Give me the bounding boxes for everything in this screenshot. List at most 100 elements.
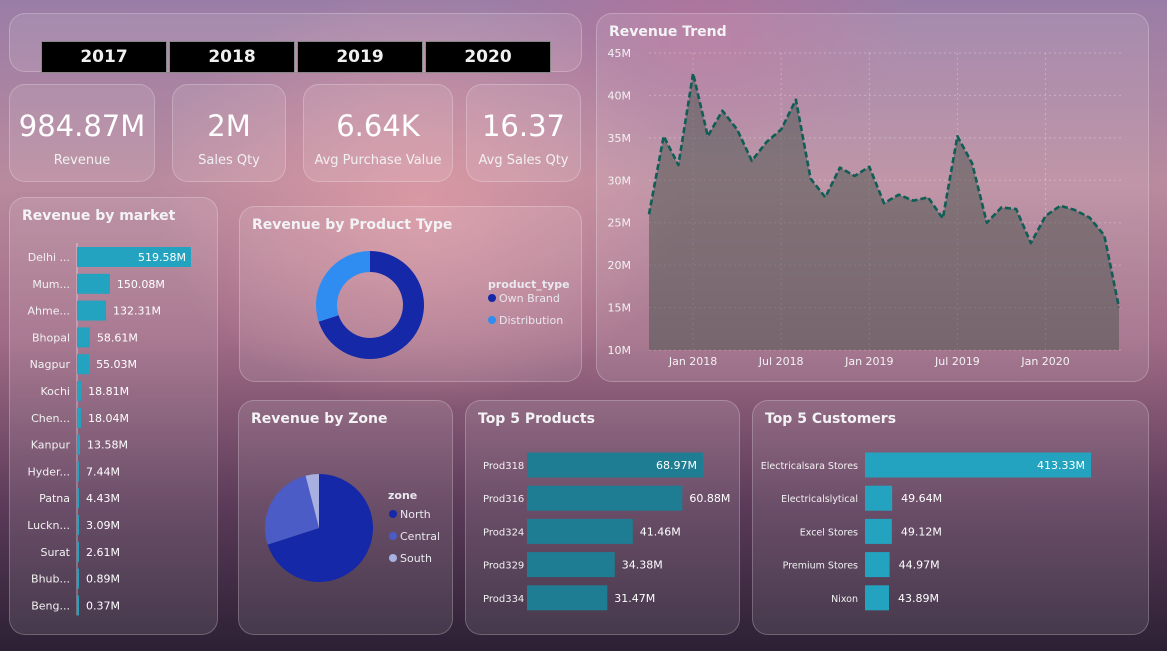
category-label: Electricalslytical — [781, 494, 858, 505]
category-label: Delhi ... — [28, 251, 70, 264]
kpi-value: 16.37 — [481, 109, 566, 143]
series-line — [647, 72, 1121, 308]
bar — [527, 585, 608, 611]
kpi-label: Avg Purchase Value — [314, 153, 442, 168]
chart-title: Revenue by Product Type — [252, 217, 453, 233]
data-label: 3.09M — [86, 519, 120, 532]
bar — [527, 552, 615, 578]
data-label: 60.88M — [689, 492, 730, 505]
category-label: Prod329 — [483, 561, 524, 572]
data-label: 49.64M — [901, 492, 942, 505]
y-tick-label: 45M — [608, 47, 632, 60]
data-label: 58.61M — [97, 331, 138, 344]
category-label: Kanpur — [31, 439, 71, 452]
kpi-label: Avg Sales Qty — [478, 153, 569, 168]
category-label: Prod318 — [483, 461, 524, 472]
data-label: 4.43M — [86, 492, 120, 505]
year-slicer-2017[interactable]: 2017 — [41, 41, 167, 73]
data-label: 18.04M — [88, 412, 129, 425]
y-tick-label: 35M — [608, 132, 632, 145]
x-tick-label: Jan 2018 — [668, 355, 717, 368]
bar — [77, 595, 79, 616]
data-label: 13.58M — [87, 439, 128, 452]
bar — [77, 300, 107, 321]
zone-pie-chart: zone North Central South — [265, 474, 440, 582]
revenue-trend-chart: 10M 15M 20M 25M 30M 35M 40M 45M Jan 2018 Jul 2018… — [608, 47, 1123, 368]
kpi-value: 984.87M — [18, 109, 146, 143]
bar — [865, 585, 889, 611]
legend-marker — [389, 510, 397, 518]
top-5-customers-card: Top 5 Customers Electricalsara Stores 413… — [752, 400, 1149, 635]
chart-title: Top 5 Products — [478, 411, 595, 427]
legend-marker — [389, 532, 397, 540]
legend-marker — [488, 316, 496, 324]
bar — [865, 518, 892, 544]
category-label: Beng... — [31, 599, 70, 612]
pie-slice — [265, 475, 319, 545]
data-label: 7.44M — [86, 465, 120, 478]
category-label: Excel Stores — [800, 527, 858, 538]
legend-marker — [389, 554, 397, 562]
data-label: 0.89M — [86, 573, 120, 586]
year-slicer-2018[interactable]: 2018 — [169, 41, 295, 73]
x-tick-label: Jul 2018 — [758, 355, 804, 368]
legend-title: zone — [388, 489, 417, 502]
category-label: Electricalsara Stores — [761, 461, 858, 472]
legend-label: Own Brand — [499, 292, 560, 305]
kpi-avg-sales-qty-card: 16.37 Avg Sales Qty — [466, 84, 581, 182]
donut-slice — [316, 251, 370, 322]
data-label: 44.97M — [899, 559, 940, 572]
year-slicer-2020[interactable]: 2020 — [425, 41, 551, 73]
y-tick-label: 15M — [608, 302, 632, 315]
category-label: Premium Stores — [783, 561, 858, 572]
bar — [77, 515, 79, 535]
top-customers-chart: Electricalsara Stores 413.33M Electricalsl… — [761, 452, 1091, 611]
bar — [865, 485, 893, 511]
bar — [77, 407, 81, 428]
category-label: Ahme... — [28, 305, 70, 318]
kpi-value: 6.64K — [336, 109, 420, 143]
kpi-label: Sales Qty — [198, 153, 260, 168]
category-label: Surat — [40, 546, 70, 559]
revenue-trend-card: Revenue Trend 10M 15M 20M 25M 30M 35M 40M 45M Ja… — [596, 13, 1149, 382]
category-label: Chen... — [31, 412, 70, 425]
data-label: 41.46M — [640, 525, 681, 538]
bar — [77, 381, 82, 401]
donut-slice — [318, 251, 424, 359]
category-label: Prod334 — [483, 594, 524, 605]
y-tick-label: 10M — [608, 344, 632, 357]
bar — [77, 434, 80, 455]
category-label: Nixon — [831, 594, 858, 605]
bar — [77, 488, 79, 509]
revenue-by-zone-card: Revenue by Zone zone North Central South — [238, 400, 453, 635]
data-label: 150.08M — [117, 278, 165, 291]
revenue-by-product-type-card: Revenue by Product Type product_type Own … — [239, 206, 582, 382]
y-tick-label: 30M — [608, 174, 632, 187]
bar — [77, 461, 79, 482]
bar — [77, 327, 90, 348]
revenue-by-market-chart: Delhi ... 519.58M Mum... 150.08M Ahme... 132.… — [27, 243, 191, 616]
category-label: Prod324 — [483, 527, 524, 538]
bar — [527, 518, 633, 544]
y-tick-label: 40M — [608, 89, 632, 102]
category-label: Patna — [39, 492, 70, 505]
kpi-label: Revenue — [53, 153, 111, 168]
bar — [77, 568, 79, 589]
bar — [77, 541, 79, 562]
bar — [865, 452, 1091, 478]
kpi-sales-qty-card: 2M Sales Qty — [172, 84, 286, 182]
x-tick-label: Jul 2019 — [934, 355, 980, 368]
data-label: 68.97M — [656, 459, 697, 472]
pie-slice — [267, 474, 373, 582]
year-slicer-2019[interactable]: 2019 — [297, 41, 423, 73]
category-label: Bhopal — [32, 331, 70, 344]
category-label: Bhub... — [31, 573, 70, 586]
bar — [527, 485, 683, 511]
category-label: Hyder... — [27, 465, 70, 478]
y-tick-label: 25M — [608, 217, 632, 230]
x-tick-label: Jan 2019 — [844, 355, 893, 368]
category-label: Kochi — [41, 385, 70, 398]
y-tick-label: 20M — [608, 259, 632, 272]
category-label: Luckn... — [27, 519, 70, 532]
category-label: Prod316 — [483, 494, 524, 505]
